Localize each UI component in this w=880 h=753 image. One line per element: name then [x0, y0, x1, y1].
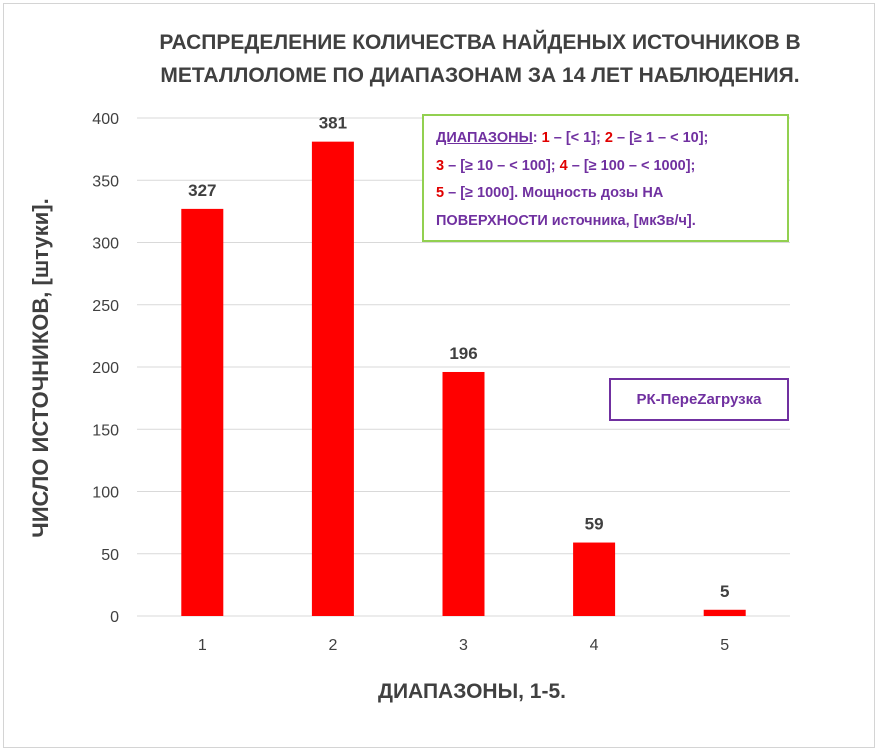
y-tick-label: 100	[92, 485, 119, 502]
legend-line-2-parts: 3 – [≥ 10 – < 100]; 4 – [≥ 100 – < 1000]…	[436, 158, 695, 174]
data-label: 196	[449, 344, 477, 363]
x-tick-label: 2	[328, 637, 337, 654]
legend-line-2: 3 – [≥ 10 – < 100]; 4 – [≥ 100 – < 1000]…	[436, 153, 777, 181]
data-label: 5	[720, 582, 729, 601]
y-tick-label: 300	[92, 236, 119, 253]
ranges-legend-box: ДИАПАЗОНЫ: 1 – [< 1]; 2 – [≥ 1 – < 10]; …	[422, 114, 789, 242]
x-tick-label: 5	[720, 637, 729, 654]
data-label: 381	[319, 114, 347, 133]
legend-range-number: 2	[604, 130, 613, 146]
legend-range-number: 4	[559, 157, 568, 174]
y-axis-label: ЧИСЛО ИСТОЧНИКОВ, [штуки].	[28, 198, 53, 537]
legend-line-1: ДИАПАЗОНЫ: 1 – [< 1]; 2 – [≥ 1 – < 10];	[436, 130, 709, 146]
bar	[703, 609, 746, 616]
y-tick-label: 0	[110, 609, 119, 626]
x-tick-label: 1	[198, 637, 207, 654]
y-tick-labels: 0 50 100 150 200 250 300 350 400	[92, 111, 119, 626]
bar	[311, 141, 354, 616]
legend-line-1-parts: 1 – [< 1]; 2 – [≥ 1 – < 10];	[542, 130, 709, 146]
legend-line-4: ПОВЕРХНОСТИ источника, [мкЗв/ч].	[436, 212, 696, 229]
y-tick-label: 150	[92, 422, 119, 439]
x-tick-label: 3	[459, 637, 468, 654]
legend-line-3: 5 – [≥ 1000]. Мощность дозы НА	[436, 180, 777, 208]
y-tick-label: 350	[92, 173, 119, 190]
x-tick-labels: 1 2 3 4 5	[198, 637, 729, 654]
bars	[181, 141, 746, 616]
data-label: 59	[585, 515, 604, 534]
y-tick-label: 250	[92, 298, 119, 315]
legend-range-text: – [≥ 1000]. Мощность дозы НА	[444, 185, 664, 201]
y-tick-label: 200	[92, 360, 119, 377]
y-tick-label: 50	[101, 547, 119, 564]
x-axis-label: ДИАПАЗОНЫ, 1-5.	[378, 680, 566, 703]
bar	[181, 208, 224, 616]
credit-badge: РК-ПереZагрузка	[609, 378, 789, 421]
data-label: 327	[188, 181, 216, 200]
legend-range-number: 3	[436, 157, 445, 174]
x-tick-label: 4	[590, 637, 599, 654]
legend-range-text: – [≥ 100 – < 1000];	[567, 157, 696, 174]
y-tick-label: 400	[92, 111, 119, 128]
legend-range-text: – [≥ 10 – < 100];	[444, 157, 560, 174]
chart-title: РАСПРЕДЕЛЕНИЕ КОЛИЧЕСТВА НАЙДЕНЫХ ИСТОЧН…	[159, 31, 801, 87]
legend-range-number: 5	[436, 185, 445, 201]
legend-range-text: – [< 1];	[549, 130, 605, 146]
legend-line-3-parts: 5 – [≥ 1000]. Мощность дозы НА	[436, 185, 663, 201]
bar	[442, 371, 485, 616]
data-labels: 327 381 196 59 5	[188, 114, 729, 601]
legend-range-number: 1	[541, 130, 550, 146]
legend-range-text: – [≥ 1 – < 10];	[612, 130, 709, 146]
legend-heading: ДИАПАЗОНЫ	[436, 130, 533, 146]
bar	[573, 542, 616, 616]
